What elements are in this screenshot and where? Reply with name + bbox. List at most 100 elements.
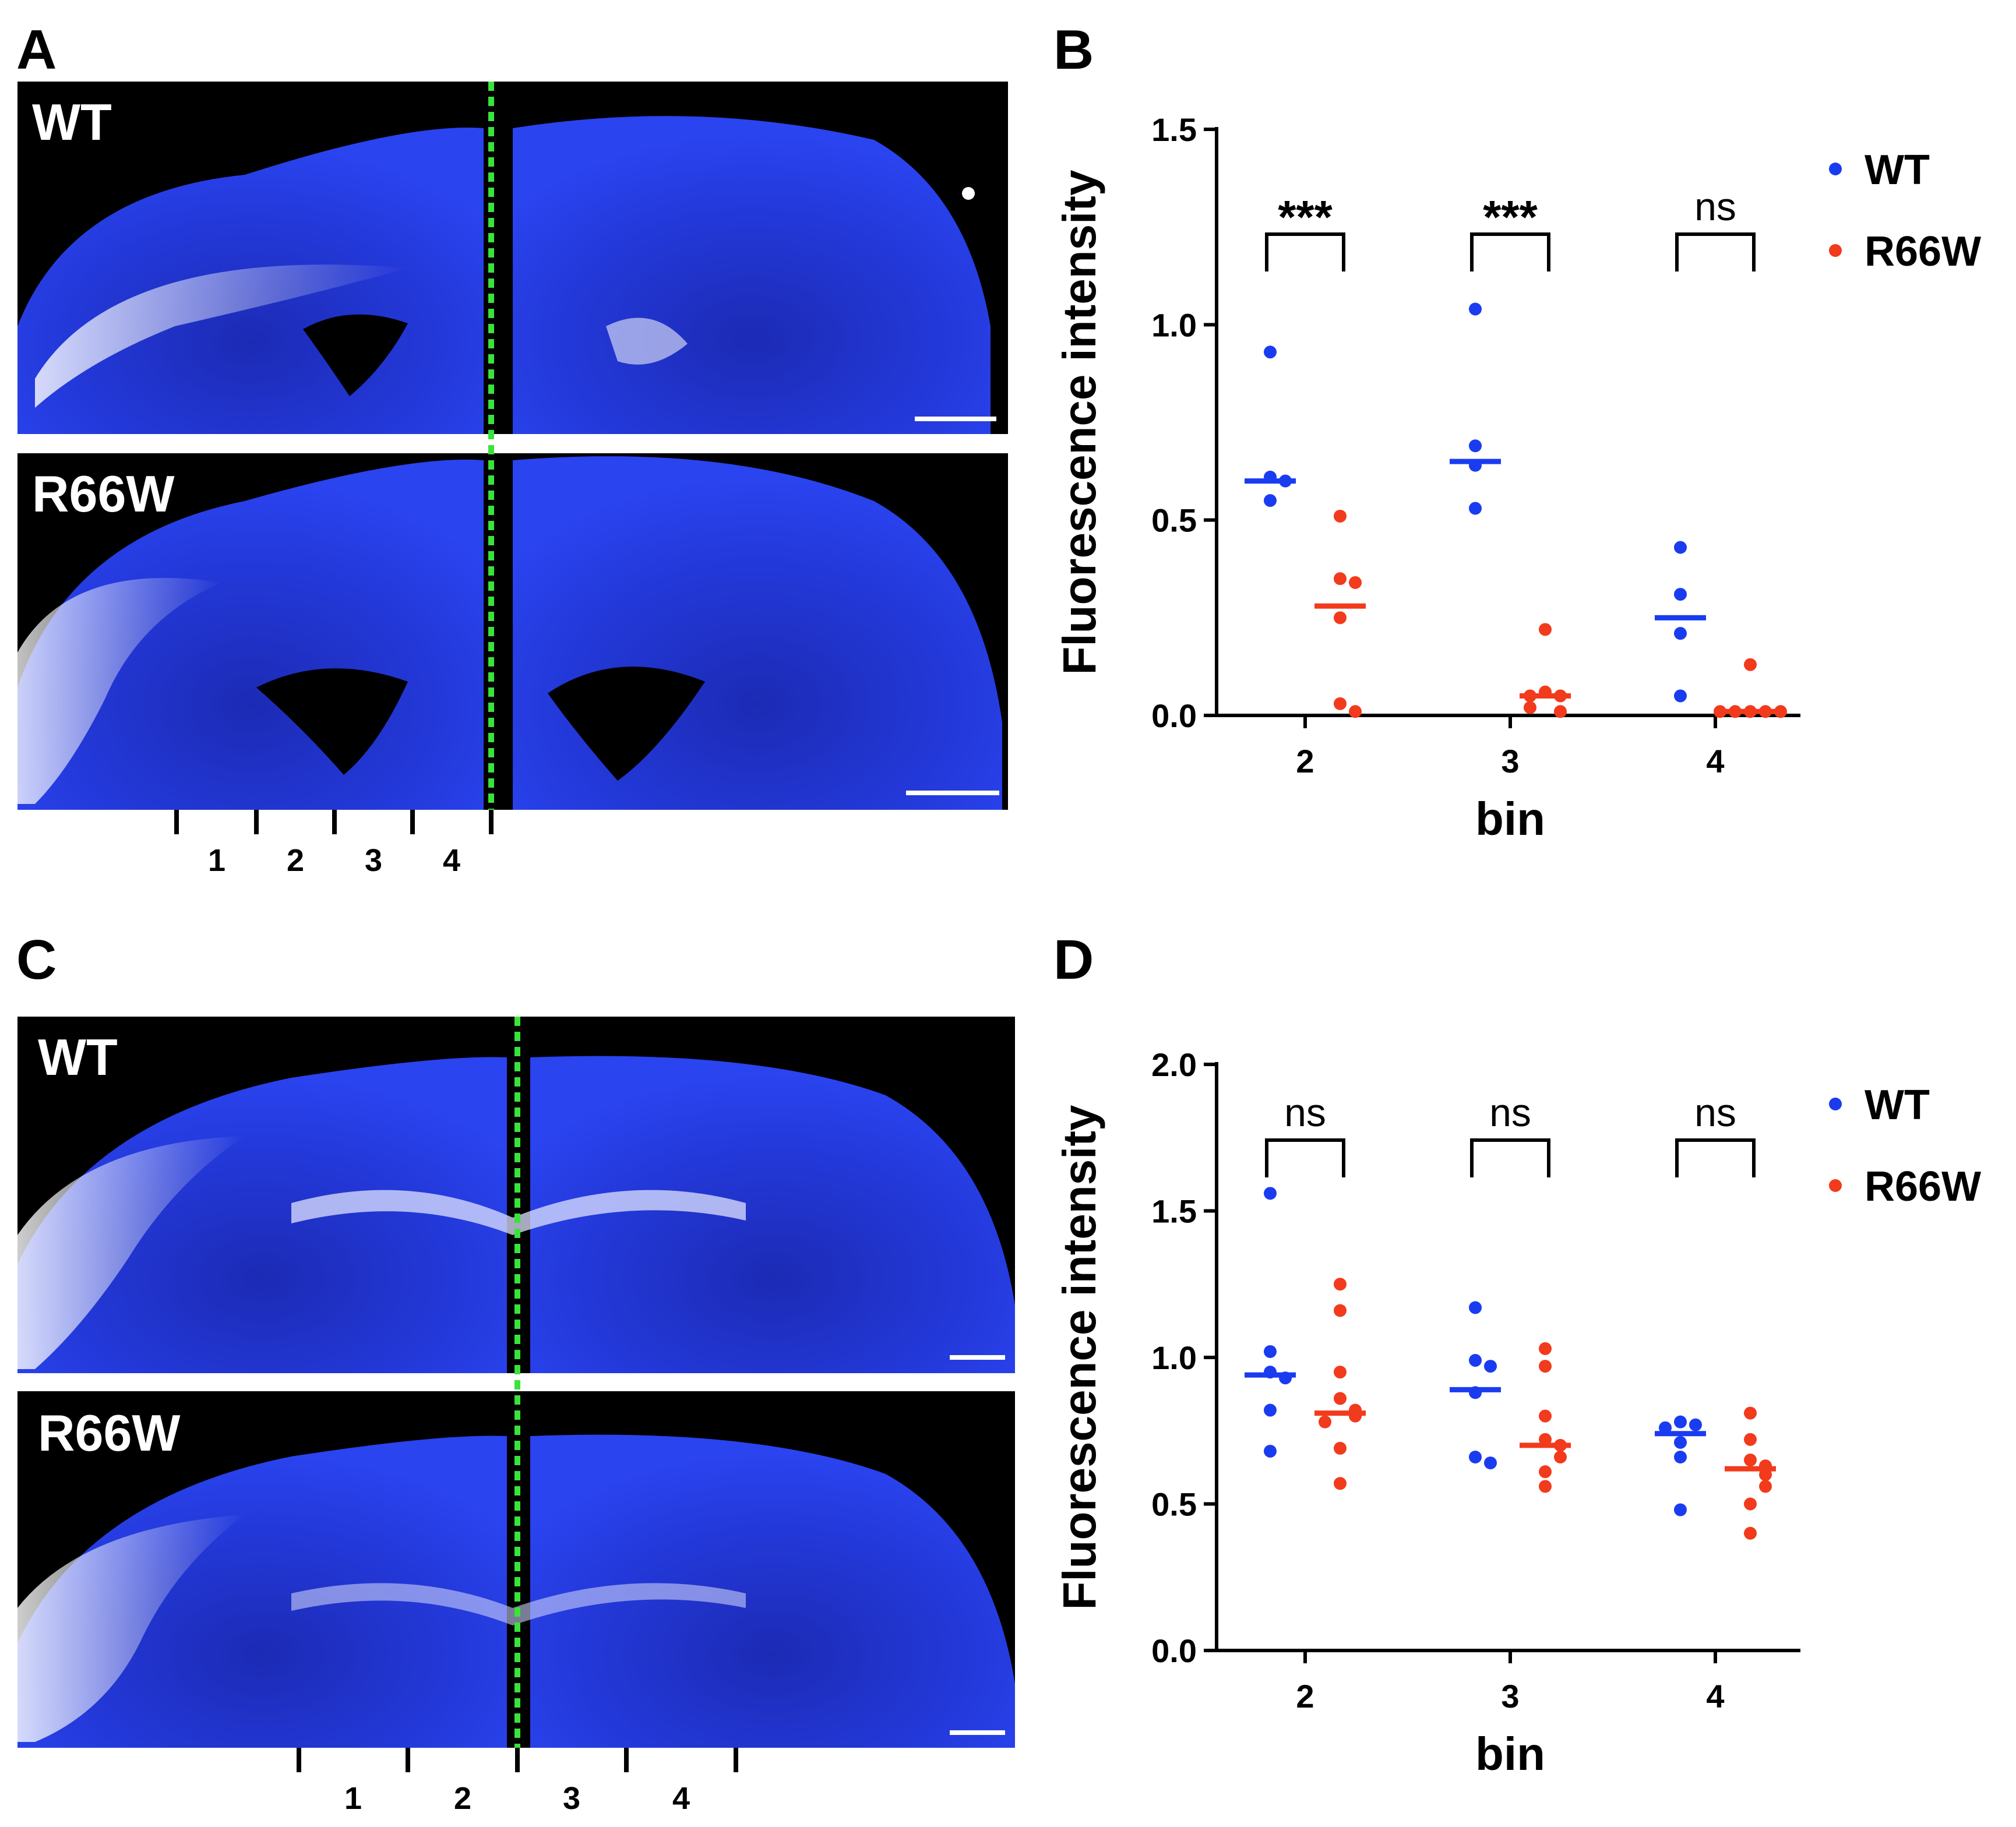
chart-d-point-wt bbox=[1659, 1421, 1672, 1434]
chart-d-xtick-label: 4 bbox=[1706, 1678, 1724, 1715]
bin-label-a-3: 3 bbox=[365, 843, 382, 878]
chart-d-significance-label: ns bbox=[1284, 1091, 1326, 1135]
micrograph-a-r66w: R66W bbox=[17, 453, 1008, 810]
bin-ticks-a bbox=[174, 810, 494, 834]
chart-d-ytick-label: 2.0 bbox=[1151, 1046, 1197, 1083]
chart-b-point-r66w bbox=[1524, 701, 1536, 714]
chart-d-bracket bbox=[1265, 1138, 1345, 1177]
chart-d-significance-label: ns bbox=[1489, 1091, 1531, 1135]
chart-b-point-wt bbox=[1469, 439, 1482, 453]
image-label-wt: WT bbox=[32, 93, 112, 151]
chart-d: 0.0 0.5 1.0 1.5 2.0 2 3 4 bin Fluorescence intens… bbox=[1053, 1046, 1981, 1780]
chart-d-legend-marker-wt bbox=[1829, 1098, 1842, 1110]
bin-ticks-c bbox=[297, 1748, 738, 1772]
chart-d-legend-label-r66w: R66W bbox=[1865, 1163, 1981, 1210]
chart-b-significance-label: *** bbox=[1483, 191, 1538, 243]
chart-d-significance-label: ns bbox=[1694, 1091, 1736, 1135]
chart-d-point-wt bbox=[1469, 1354, 1482, 1367]
chart-b-ytick-label: 1.0 bbox=[1151, 306, 1197, 343]
chart-d-point-r66w bbox=[1539, 1360, 1552, 1373]
chart-b-point-r66w bbox=[1334, 509, 1347, 523]
chart-d-point-wt bbox=[1674, 1451, 1687, 1464]
chart-d-ytick-label: 1.5 bbox=[1151, 1193, 1197, 1230]
chart-b-point-wt bbox=[1674, 627, 1687, 640]
bin-label-c-3: 3 bbox=[563, 1781, 580, 1816]
chart-d-point-r66w bbox=[1744, 1497, 1757, 1511]
chart-b-bracket bbox=[1470, 232, 1550, 271]
chart-b-bracket bbox=[1265, 232, 1345, 271]
chart-b-significance-label: *** bbox=[1278, 191, 1333, 243]
chart-b-point-r66w bbox=[1334, 611, 1347, 625]
chart-b-ytick-label: 0.5 bbox=[1151, 502, 1197, 539]
bin-label-a-1: 1 bbox=[208, 843, 225, 878]
chart-b-point-wt bbox=[1264, 345, 1277, 359]
chart-d-ytick-label: 0.5 bbox=[1151, 1486, 1197, 1523]
chart-d-legend-marker-r66w bbox=[1829, 1179, 1842, 1192]
chart-b-ytick-label: 0.0 bbox=[1151, 697, 1197, 734]
image-label-c-r66w: R66W bbox=[38, 1404, 181, 1462]
chart-b: 0.0 0.5 1.0 1.5 2 3 4 bin Fluorescence intensity… bbox=[1053, 111, 1981, 845]
chart-b-point-wt bbox=[1674, 541, 1687, 554]
chart-b-point-r66w bbox=[1349, 576, 1362, 589]
chart-b-legend-marker-r66w bbox=[1829, 244, 1842, 257]
chart-b-point-wt bbox=[1674, 689, 1687, 703]
chart-b-xtick-label: 3 bbox=[1501, 743, 1519, 780]
chart-d-point-r66w bbox=[1759, 1468, 1772, 1482]
chart-b-xtick-label: 2 bbox=[1296, 743, 1314, 780]
chart-b-xtick-label: 4 bbox=[1706, 743, 1724, 780]
chart-d-bracket bbox=[1470, 1138, 1550, 1177]
chart-b-ytick-label: 1.5 bbox=[1151, 111, 1197, 148]
chart-d-ytick-label: 1.0 bbox=[1151, 1339, 1197, 1376]
chart-b-point-r66w bbox=[1554, 705, 1567, 718]
bin-label-a-2: 2 bbox=[287, 843, 304, 878]
chart-d-point-r66w bbox=[1539, 1480, 1552, 1493]
chart-b-xlabel: bin bbox=[1475, 793, 1545, 845]
chart-d-point-wt bbox=[1264, 1403, 1277, 1417]
chart-b-point-wt bbox=[1469, 502, 1482, 515]
chart-d-point-r66w bbox=[1319, 1415, 1331, 1429]
chart-d-point-r66w bbox=[1334, 1477, 1347, 1490]
chart-d-point-r66w bbox=[1744, 1433, 1757, 1446]
chart-b-point-wt bbox=[1469, 302, 1482, 316]
chart-d-point-wt bbox=[1469, 1451, 1482, 1464]
bin-label-c-2: 2 bbox=[454, 1781, 471, 1816]
chart-d-point-wt bbox=[1264, 1345, 1277, 1358]
chart-d-point-r66w bbox=[1744, 1406, 1757, 1420]
chart-d-point-r66w bbox=[1539, 1465, 1552, 1479]
chart-d-point-r66w bbox=[1539, 1433, 1552, 1446]
chart-d-point-r66w bbox=[1539, 1342, 1552, 1355]
chart-b-point-r66w bbox=[1349, 705, 1362, 718]
chart-d-point-wt bbox=[1674, 1503, 1687, 1516]
chart-b-point-r66w bbox=[1539, 623, 1552, 636]
panel-a-images: WT R66W 1 2 3 4 bbox=[17, 82, 1008, 878]
bin-label-c-4: 4 bbox=[672, 1781, 690, 1816]
image-label-r66w: R66W bbox=[32, 465, 175, 523]
bin-label-a-4: 4 bbox=[443, 843, 460, 878]
chart-d-point-wt bbox=[1264, 1444, 1277, 1458]
chart-d-bracket bbox=[1675, 1138, 1756, 1177]
chart-d-point-r66w bbox=[1334, 1304, 1347, 1317]
chart-b-point-r66w bbox=[1744, 658, 1757, 671]
chart-d-point-wt bbox=[1484, 1456, 1497, 1470]
chart-b-point-wt bbox=[1674, 588, 1687, 601]
chart-b-point-r66w bbox=[1334, 697, 1347, 710]
panel-letter-c: C bbox=[16, 929, 57, 991]
chart-d-point-r66w bbox=[1334, 1392, 1347, 1405]
chart-d-point-wt bbox=[1674, 1415, 1687, 1429]
chart-d-legend-label-wt: WT bbox=[1865, 1082, 1930, 1128]
chart-d-point-wt bbox=[1484, 1360, 1497, 1373]
chart-b-legend-label-wt: WT bbox=[1865, 147, 1930, 193]
chart-d-point-wt bbox=[1264, 1187, 1277, 1200]
chart-d-point-wt bbox=[1469, 1301, 1482, 1314]
bin-label-c-1: 1 bbox=[344, 1781, 362, 1816]
chart-d-point-wt bbox=[1674, 1436, 1687, 1449]
chart-b-point-r66w bbox=[1334, 572, 1347, 586]
chart-b-legend-label-r66w: R66W bbox=[1865, 228, 1981, 275]
chart-d-point-r66w bbox=[1334, 1441, 1347, 1455]
panel-letter-d: D bbox=[1053, 929, 1094, 991]
chart-d-point-r66w bbox=[1334, 1366, 1347, 1379]
chart-d-xtick-label: 2 bbox=[1296, 1678, 1314, 1715]
chart-b-point-wt bbox=[1264, 494, 1277, 507]
chart-d-ytick-label: 0.0 bbox=[1151, 1632, 1197, 1669]
chart-d-point-r66w bbox=[1744, 1526, 1757, 1540]
